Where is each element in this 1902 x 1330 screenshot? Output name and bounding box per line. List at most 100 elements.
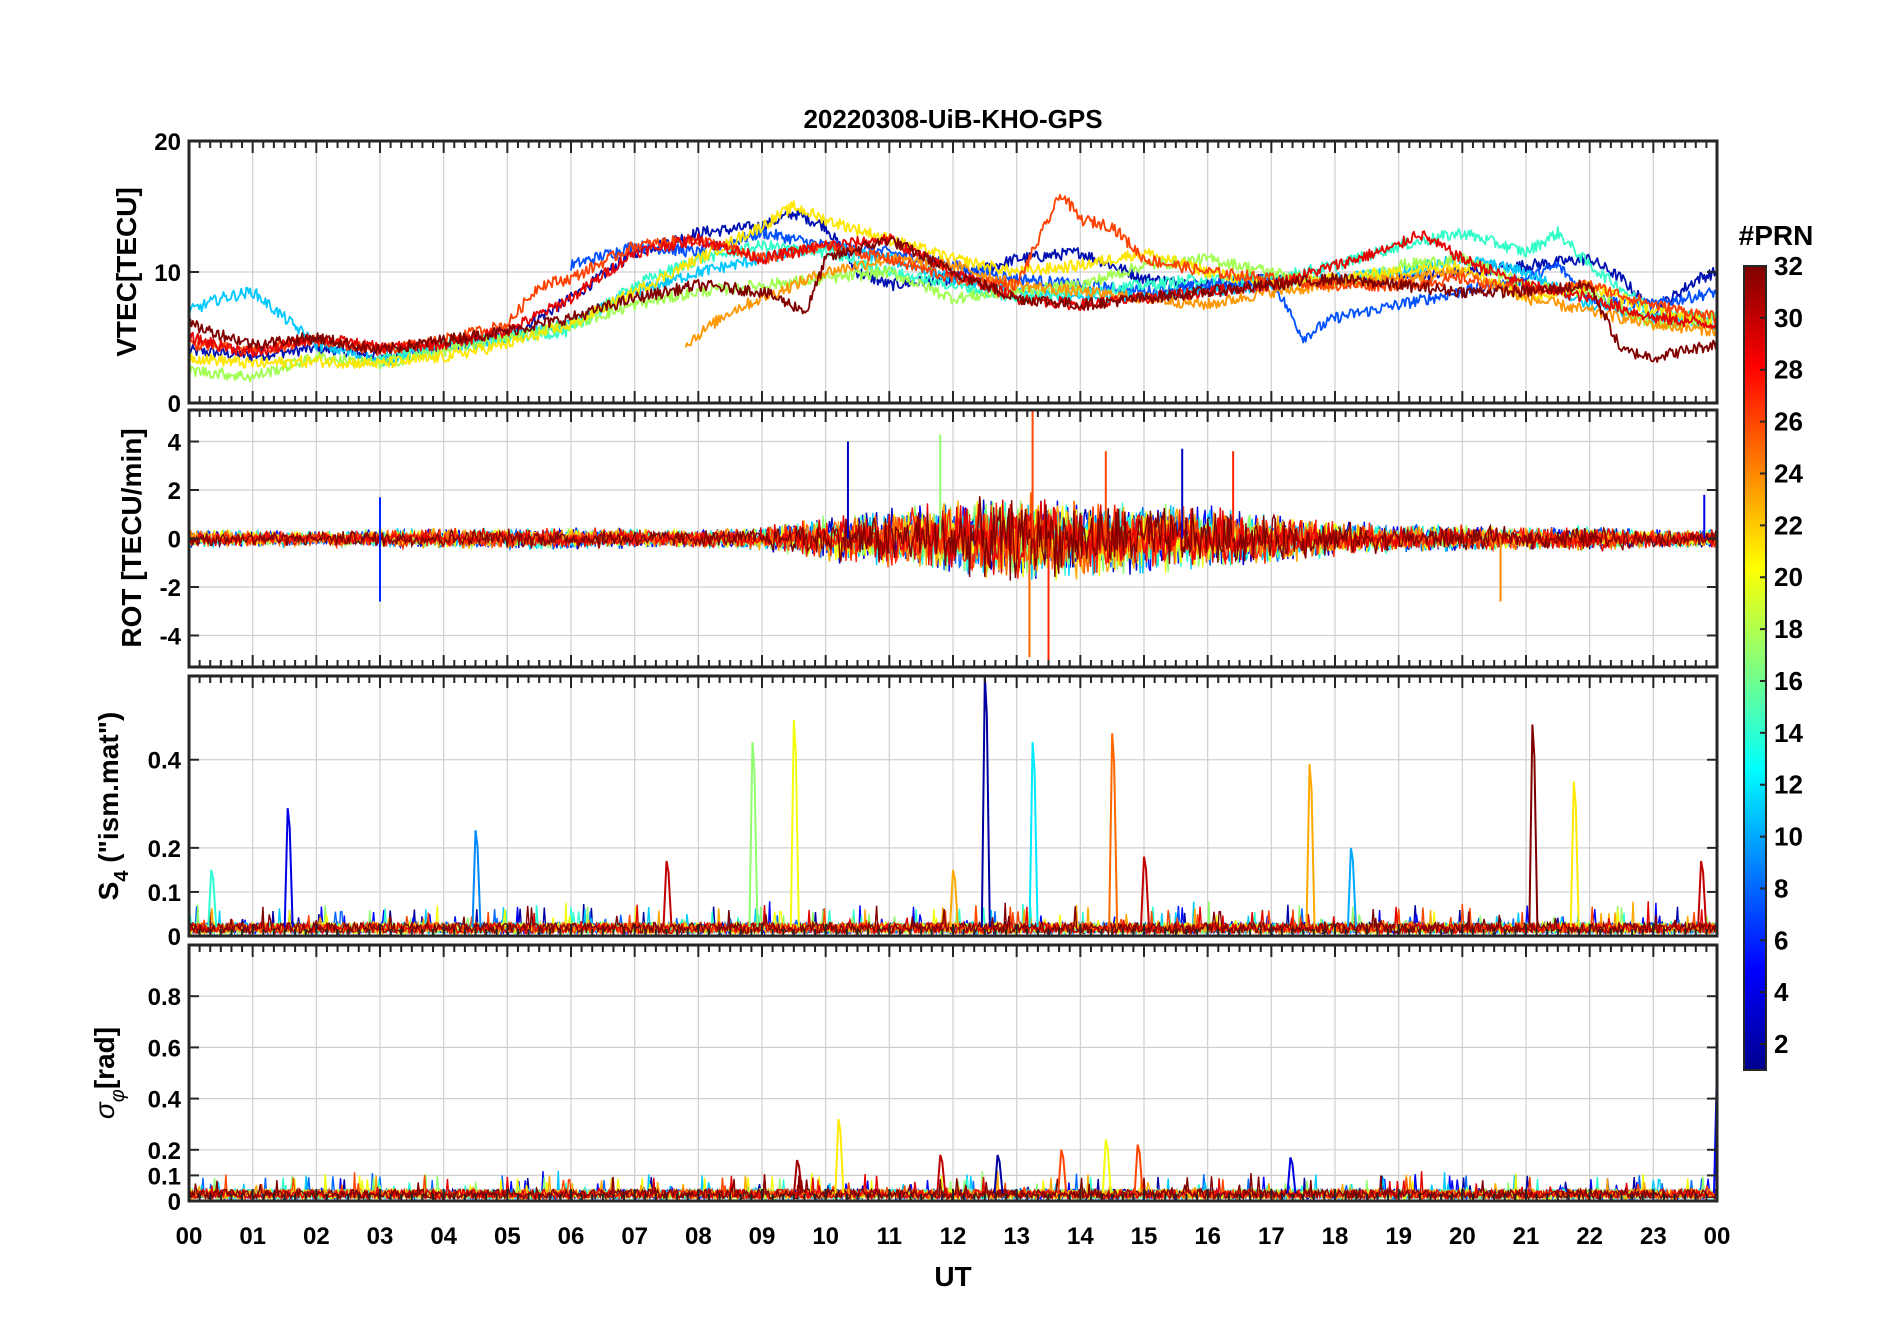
- x-tick-label: 05: [494, 1223, 521, 1250]
- rot-series: [189, 410, 1717, 667]
- spike: [1305, 764, 1316, 928]
- x-tick-label: 19: [1385, 1223, 1412, 1250]
- colorbar-tick-label: 30: [1774, 303, 1803, 333]
- colorbar-tick-label: 14: [1774, 718, 1803, 748]
- sigma-phi-y-axis-label: σφ[rad]: [89, 1027, 129, 1119]
- colorbar-tick-label: 20: [1774, 562, 1803, 592]
- x-axis-label: UT: [934, 1261, 971, 1292]
- x-tick-label: 11: [877, 1223, 902, 1250]
- spike: [1286, 1157, 1297, 1194]
- x-tick-label: 13: [1003, 1223, 1030, 1250]
- x-tick-label: 22: [1576, 1223, 1603, 1250]
- x-tick-label: 16: [1194, 1223, 1221, 1250]
- series-line-prn-20: [189, 500, 1717, 580]
- y-tick-label: 0.4: [148, 1087, 182, 1114]
- spike: [789, 720, 800, 928]
- vtec-frame: [187, 139, 1719, 405]
- spike: [1697, 860, 1708, 928]
- x-tick-label: 14: [1067, 1223, 1094, 1250]
- x-tick-label: 20: [1449, 1223, 1476, 1250]
- y-tick-label: 0.2: [148, 1138, 181, 1165]
- x-tick-label: 04: [430, 1223, 457, 1250]
- vtec-y-tick-labels: 0 10 20: [154, 129, 181, 418]
- spike: [1133, 1144, 1144, 1194]
- y-tick-label: 0: [168, 924, 181, 951]
- y-tick-label: 0: [168, 391, 181, 418]
- colorbar-tick-label: 2: [1774, 1029, 1788, 1059]
- spike: [949, 869, 959, 928]
- x-tick-label: 02: [303, 1223, 330, 1250]
- vtec-y-axis-label: VTEC[TECU]: [111, 187, 142, 357]
- series-line-prn-24: [684, 253, 1717, 348]
- spike: [1101, 1139, 1112, 1194]
- rot-y-axis-label: ROT [TECU/min]: [116, 428, 147, 647]
- colorbar-tick-label: 26: [1774, 407, 1803, 437]
- colorbar-tick-label: 32: [1774, 251, 1803, 281]
- spike: [1569, 781, 1580, 928]
- y-tick-label: 0.1: [148, 880, 181, 907]
- x-tick-label: 08: [685, 1223, 712, 1250]
- x-tick-label: 17: [1258, 1223, 1285, 1250]
- x-tick-label: 00: [1704, 1223, 1731, 1250]
- s4-panel: 0 0.1 0.2 0.4 S4 ("ism.mat"): [93, 674, 1719, 951]
- y-tick-label: 0: [168, 1189, 181, 1216]
- x-tick-label: 09: [749, 1223, 776, 1250]
- series-line-prn-32: [189, 236, 1717, 363]
- y-tick-label: -2: [160, 575, 181, 602]
- spike: [1108, 733, 1119, 928]
- rot-y-tick-labels: -4 -2 0 2 4: [160, 430, 182, 651]
- rot-panel: -4 -2 0 2 4 ROT [TECU/min]: [116, 408, 1719, 669]
- colorbar-tick-label: 18: [1774, 614, 1803, 644]
- spike: [1346, 847, 1357, 928]
- x-tick-label: 23: [1640, 1223, 1667, 1250]
- colorbar-tick-label: 24: [1774, 458, 1803, 488]
- s4-y-tick-labels: 0 0.1 0.2 0.4: [148, 748, 182, 951]
- spike: [1140, 856, 1150, 928]
- spike: [1028, 742, 1039, 928]
- spike: [1528, 724, 1539, 928]
- y-tick-label: 0.8: [148, 984, 181, 1011]
- colorbar-tick-label: 28: [1774, 355, 1803, 385]
- x-tick-labels: 00 01 02 03 04 05 06 07 08 09 10 11 12 13 14 15 16 17 18 19…: [176, 1223, 1731, 1250]
- s4-frame: [187, 674, 1719, 938]
- x-tick-label: 00: [176, 1223, 203, 1250]
- x-tick-label: 01: [239, 1223, 266, 1250]
- s4-y-axis-label: S4 ("ism.mat"): [93, 712, 133, 901]
- y-tick-label: 0.4: [148, 748, 182, 775]
- y-tick-label: 20: [154, 129, 181, 156]
- colorbar-tick-label: 16: [1774, 666, 1803, 696]
- y-tick-label: 0: [168, 527, 181, 554]
- spike: [834, 1118, 845, 1194]
- y-tick-label: 0.1: [148, 1163, 181, 1190]
- colorbar-tick-label: 22: [1774, 510, 1803, 540]
- colorbar-tick-label: 4: [1774, 977, 1789, 1007]
- sigma-phi-grid: [189, 945, 1717, 1201]
- chart-title: 20220308-UiB-KHO-GPS: [803, 104, 1102, 134]
- spike: [748, 742, 759, 928]
- spike: [662, 860, 673, 928]
- y-tick-label: 4: [168, 430, 182, 457]
- spike: [993, 1154, 1004, 1194]
- y-tick-label: 10: [154, 260, 181, 287]
- spike: [207, 869, 218, 928]
- vtec-panel: 0 10 20 VTEC[TECU]: [111, 129, 1719, 418]
- colorbar-tick-label: 10: [1774, 822, 1803, 852]
- spike: [283, 808, 294, 928]
- sigma-phi-frame: [187, 943, 1719, 1203]
- x-tick-label: 18: [1322, 1223, 1349, 1250]
- series-line-prn-32: [189, 496, 1717, 581]
- colorbar-gradient: [1743, 265, 1767, 1071]
- s4-grid: [189, 676, 1717, 936]
- y-tick-label: 2: [168, 478, 181, 505]
- spike: [1057, 1149, 1068, 1194]
- y-tick-label: -4: [160, 623, 182, 650]
- spike: [980, 676, 991, 928]
- y-tick-label: 0.6: [148, 1035, 181, 1062]
- vtec-series: [189, 193, 1717, 383]
- x-tick-label: 07: [621, 1223, 648, 1250]
- spike: [936, 1154, 947, 1194]
- colorbar-label: #PRN: [1739, 220, 1814, 251]
- spike: [471, 830, 482, 928]
